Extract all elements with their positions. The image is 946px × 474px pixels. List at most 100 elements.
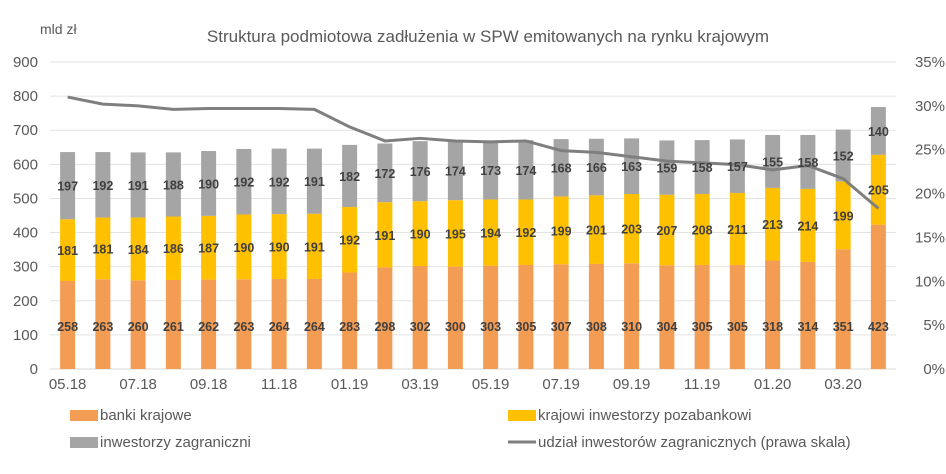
bar-segment <box>236 279 252 369</box>
data-label: 199 <box>551 224 572 238</box>
x-tick-label: 11.19 <box>684 376 720 393</box>
data-label: 157 <box>727 160 748 174</box>
bar-segment <box>483 199 499 266</box>
data-label: 305 <box>515 320 536 334</box>
bar-segment <box>95 217 111 280</box>
x-tick-label: 09.19 <box>613 376 651 393</box>
bar-segment <box>588 263 604 369</box>
data-label: 303 <box>480 320 501 334</box>
x-tick-label: 03.19 <box>401 376 439 393</box>
data-label: 163 <box>621 160 642 174</box>
bar-segment <box>659 194 675 266</box>
data-label: 192 <box>269 175 290 189</box>
bar-segment <box>306 213 322 279</box>
y-tick-label: 400 <box>13 225 38 242</box>
bar-segment <box>870 107 886 155</box>
data-label: 184 <box>128 243 149 257</box>
data-label: 264 <box>269 320 290 334</box>
bar-segment <box>377 143 393 203</box>
y2-tick-label: 5% <box>923 317 945 334</box>
bar-segment <box>765 187 781 261</box>
data-label: 207 <box>656 224 677 238</box>
data-label: 159 <box>656 162 677 176</box>
bar-segment <box>729 192 745 265</box>
bar-segment <box>800 188 816 262</box>
data-label: 208 <box>692 223 713 237</box>
x-tick-label: 03.20 <box>824 376 862 393</box>
y-tick-label: 500 <box>13 190 38 207</box>
data-label: 192 <box>515 226 536 240</box>
data-label: 197 <box>57 180 78 194</box>
bar-segment <box>130 152 146 218</box>
data-label: 423 <box>868 320 889 334</box>
y-tick-label: 100 <box>13 327 38 344</box>
y-tick-label: 600 <box>13 156 38 173</box>
legend-label: krajowi inwestorzy pozabankowi <box>538 407 751 424</box>
bar-segment <box>553 196 569 265</box>
bar-segment <box>165 279 181 369</box>
x-tick-label: 05.19 <box>472 376 510 393</box>
bar-segment <box>342 206 358 273</box>
bar-segment <box>95 152 111 218</box>
data-label: 158 <box>692 161 713 175</box>
bar-segment <box>483 140 499 200</box>
x-tick-label: 05.18 <box>49 376 87 393</box>
y-tick-label: 900 <box>13 54 38 71</box>
data-label: 261 <box>163 320 184 334</box>
bar-segment <box>412 265 428 369</box>
bar-segment <box>447 266 463 369</box>
bar-segment <box>518 140 534 200</box>
data-label: 174 <box>515 164 536 178</box>
bar-segment <box>201 279 217 369</box>
bar-segment <box>447 140 463 201</box>
legend-label: udział inwestorów zagranicznych (prawa s… <box>538 434 851 451</box>
bar-segment <box>800 261 816 369</box>
data-label: 190 <box>233 241 254 255</box>
data-label: 152 <box>833 149 854 163</box>
bar-segment <box>835 129 851 182</box>
bar-segment <box>271 214 287 279</box>
y2-tick-label: 30% <box>915 98 945 115</box>
data-label: 176 <box>410 165 431 179</box>
y-tick-label: 300 <box>13 259 38 276</box>
data-label: 262 <box>198 320 219 334</box>
bar-segment <box>694 264 710 369</box>
y2-tick-label: 15% <box>915 229 945 246</box>
bar-segment <box>694 194 710 265</box>
x-tick-label: 09.18 <box>190 376 228 393</box>
data-label: 263 <box>92 320 113 334</box>
y-tick-label: 700 <box>13 122 38 139</box>
data-label: 283 <box>339 320 360 334</box>
x-tick-label: 07.19 <box>542 376 580 393</box>
bar-segment <box>306 148 322 214</box>
data-label: 203 <box>621 223 642 237</box>
data-label: 174 <box>445 164 466 178</box>
data-label: 190 <box>410 228 431 242</box>
data-label: 213 <box>762 218 783 232</box>
bar-segment <box>165 152 181 217</box>
data-label: 310 <box>621 320 642 334</box>
bar-segment <box>60 280 76 369</box>
data-label: 190 <box>269 241 290 255</box>
bar-segment <box>130 217 146 281</box>
data-label: 187 <box>198 242 219 256</box>
data-label: 263 <box>233 320 254 334</box>
x-tick-label: 01.19 <box>331 376 369 393</box>
data-label: 304 <box>656 320 677 334</box>
data-label: 211 <box>727 223 747 237</box>
line-series <box>67 95 880 210</box>
data-label: 172 <box>374 167 395 181</box>
y-axis-unit: mld zł <box>40 21 77 37</box>
data-label: 298 <box>374 320 395 334</box>
data-label: 155 <box>762 155 783 169</box>
bar-segment <box>624 138 640 195</box>
bars <box>60 107 886 369</box>
legend-swatch <box>70 410 98 421</box>
bar-segment <box>342 144 358 207</box>
data-label: 188 <box>163 178 184 192</box>
bar-segment <box>236 214 252 280</box>
bar-segment <box>377 202 393 268</box>
bar-segment <box>306 278 322 369</box>
gridlines <box>50 61 896 370</box>
